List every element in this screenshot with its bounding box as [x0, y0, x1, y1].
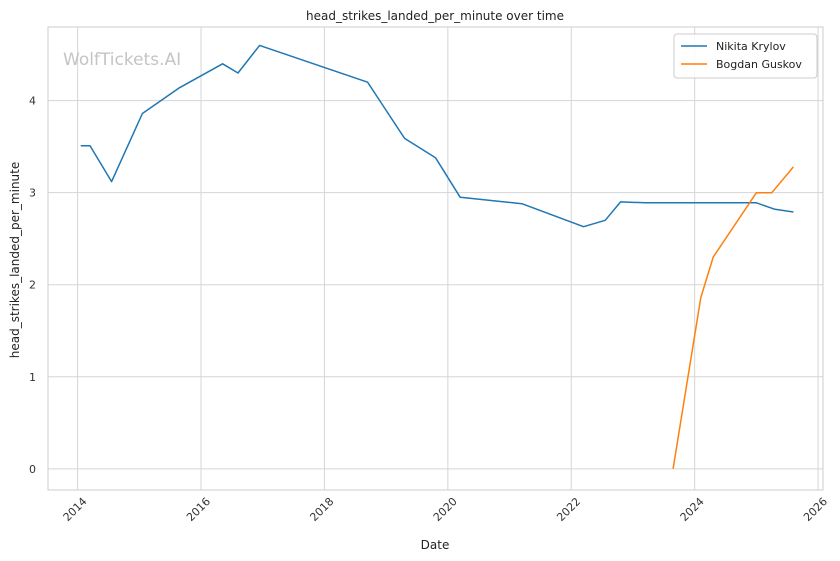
x-axis-label: Date — [421, 538, 450, 552]
legend: Nikita Krylov Bogdan Guskov — [673, 33, 818, 79]
plot-frame — [47, 26, 824, 491]
legend-box — [673, 33, 818, 79]
series-line-bogdan-guskov — [672, 166, 794, 469]
legend-label-bogdan-guskov: Bogdan Guskov — [716, 58, 802, 71]
y-tick-label: 3 — [29, 187, 36, 200]
y-axis-label: head_strikes_landed_per_minute — [8, 162, 22, 359]
y-tick-label: 0 — [29, 463, 36, 476]
legend-label-nikita-krylov: Nikita Krylov — [716, 40, 786, 53]
y-tick-label: 1 — [29, 371, 36, 384]
chart-title: head_strikes_landed_per_minute over time — [306, 9, 564, 23]
watermark: WolfTickets.AI — [63, 50, 181, 70]
series-line-nikita-krylov — [80, 44, 794, 228]
y-ticks: 0 1 2 3 4 — [29, 95, 36, 476]
y-tick-label: 4 — [29, 95, 36, 108]
grid — [48, 27, 823, 490]
y-tick-label: 2 — [29, 279, 36, 292]
series-group — [80, 44, 794, 469]
